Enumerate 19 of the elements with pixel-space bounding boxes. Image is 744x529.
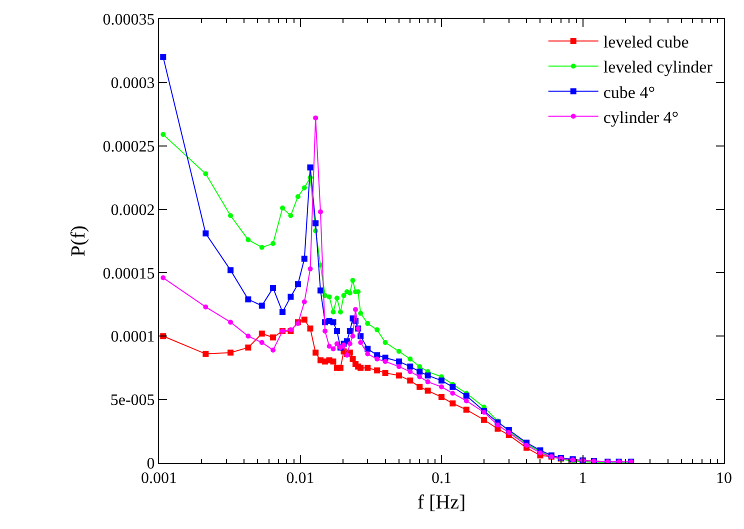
y-tick-label: 0.0001 bbox=[110, 328, 155, 346]
legend-label: cube 4° bbox=[603, 82, 655, 102]
y-tick-label: 0.0002 bbox=[110, 202, 155, 219]
x-tick-label: 10 bbox=[716, 470, 732, 488]
legend-label: leveled cylinder bbox=[603, 58, 713, 77]
y-tick-label: 0.0003 bbox=[110, 75, 155, 92]
legend-label: cylinder 4° bbox=[603, 108, 679, 127]
legend-label: leveled cube bbox=[603, 32, 689, 52]
x-tick-label: 0.1 bbox=[432, 470, 452, 488]
x-axis-title: f [Hz] bbox=[417, 492, 466, 514]
y-axis-title: P(f) bbox=[67, 225, 90, 257]
y-tick-label: 0.00015 bbox=[102, 265, 155, 282]
x-tick-label: 1 bbox=[578, 470, 587, 488]
y-tick-label: 0.00035 bbox=[102, 12, 155, 29]
y-tick-label: 5e-005 bbox=[110, 392, 155, 410]
x-tick-label: 0.001 bbox=[141, 470, 177, 488]
y-tick-label: 0 bbox=[146, 456, 155, 473]
x-tick-label: 0.01 bbox=[286, 470, 314, 488]
y-tick-label: 0.00025 bbox=[102, 138, 155, 156]
